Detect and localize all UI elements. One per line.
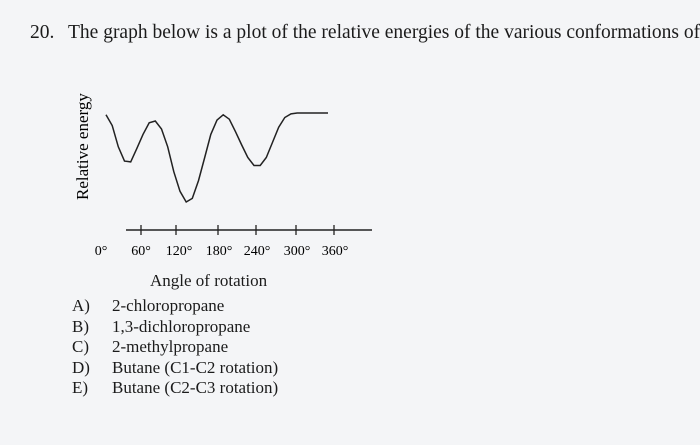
answer-choice[interactable]: B) 1,3-dichloropropane: [72, 317, 278, 338]
choice-text: Butane (C2-C3 rotation): [112, 378, 279, 398]
question-text: The graph below is a plot of the relativ…: [68, 22, 700, 43]
y-axis-label: Relative energy: [73, 93, 92, 200]
answer-choices: A) 2-chloropropane B) 1,3-dichloropropane C)…: [72, 296, 278, 399]
answer-choice[interactable]: E) Butane (C2-C3 rotation): [72, 378, 278, 399]
choice-letter: C): [72, 337, 89, 357]
x-tick-label: 0°: [95, 244, 108, 259]
choice-text: 2-chloropropane: [112, 296, 225, 315]
answer-choice[interactable]: D) Butane (C1-C2 rotation): [72, 358, 278, 379]
choice-letter: B): [72, 316, 89, 336]
x-tick-label: 360°: [322, 244, 349, 259]
x-tick-label: 240°: [244, 244, 271, 259]
answer-choice[interactable]: A) 2-chloropropane: [72, 296, 278, 317]
question-number: 20.: [30, 22, 55, 43]
choice-text: Butane (C1-C2 rotation): [112, 357, 279, 377]
answer-choice[interactable]: C) 2-methylpropane: [72, 337, 278, 358]
x-axis-ticks: [140, 225, 335, 235]
x-axis-title: Angle of rotation: [150, 271, 268, 290]
question-prompt: 20. The graph below is a plot of the rela…: [30, 22, 700, 44]
choice-letter: A): [72, 296, 90, 315]
x-tick-label: 180°: [206, 244, 233, 259]
choice-letter: E): [72, 378, 89, 398]
x-tick-label: 60°: [131, 244, 151, 259]
choice-letter: D): [72, 357, 90, 377]
energy-curve: [105, 112, 328, 204]
x-tick-label: 120°: [166, 244, 193, 259]
x-tick-label: 300°: [284, 244, 311, 259]
choice-text: 1,3-dichloropropane: [112, 316, 251, 336]
x-axis-tick-labels: 0° 60° 120° 180° 240° 300° 360°: [95, 244, 349, 259]
choice-text: 2-methylpropane: [112, 337, 229, 357]
